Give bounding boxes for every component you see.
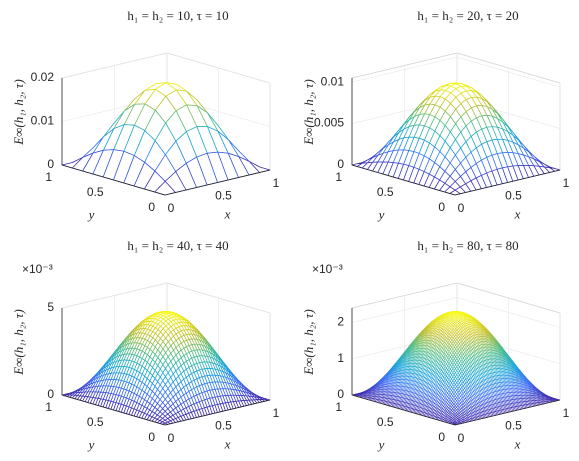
y-tick-label: 0.5 [377, 185, 394, 199]
chart-title: h₁ = h₂ = 20, τ = 20 [417, 8, 518, 23]
z-tick-label: 0.01 [321, 74, 345, 88]
x-tick-label: 1 [273, 406, 280, 420]
y-axis-label: y [87, 437, 95, 452]
x-tick-label: 0 [458, 431, 465, 445]
z-tick-label: 0.01 [31, 114, 55, 128]
y-tick-label: 0.5 [87, 415, 104, 429]
x-axis-label: x [514, 206, 521, 221]
z-axis-label: E∞(h₁, h₂, τ) [11, 79, 26, 146]
chart-title: h₁ = h₂ = 10, τ = 10 [127, 8, 228, 23]
exponent-label: ×10⁻³ [22, 262, 53, 276]
x-tick-label: 1 [563, 176, 570, 190]
x-axis-label: x [224, 206, 231, 221]
z-tick-label: 0 [337, 157, 344, 171]
y-axis-label: y [377, 207, 385, 222]
z-tick-label: 0 [47, 387, 54, 401]
x-axis [164, 169, 271, 196]
x-tick-label: 0 [168, 201, 175, 215]
chart-title: h₁ = h₂ = 40, τ = 40 [127, 238, 228, 253]
x-axis-label: x [224, 436, 231, 451]
y-tick-label: 0 [148, 200, 155, 214]
x-tick-label: 1 [563, 406, 570, 420]
y-tick-label: 1 [335, 400, 342, 414]
x-tick-label: 0.5 [215, 189, 232, 203]
x-tick-label: 0 [168, 431, 175, 445]
y-axis-label: y [87, 207, 95, 222]
z-tick-label: 0 [337, 387, 344, 401]
y-tick-label: 0.5 [377, 415, 394, 429]
y-axis [351, 164, 456, 196]
x-tick-label: 0.5 [505, 189, 522, 203]
x-tick-label: 0 [458, 201, 465, 215]
y-tick-label: 0 [438, 430, 445, 444]
z-tick-label: 1 [337, 351, 344, 365]
y-tick-label: 1 [45, 170, 52, 184]
y-tick-label: 1 [335, 170, 342, 184]
z-tick-label: 0.005 [314, 116, 344, 130]
z-tick-label: 5 [47, 300, 54, 314]
z-tick-label: 0.02 [31, 70, 55, 84]
y-axis [61, 164, 166, 196]
x-tick-label: 0.5 [215, 419, 232, 433]
x-tick-label: 1 [273, 176, 280, 190]
z-axis-label: E∞(h₁, h₂, τ) [11, 309, 26, 376]
z-axis-label: E∞(h₁, h₂, τ) [301, 79, 316, 146]
y-tick-label: 0.5 [87, 185, 104, 199]
z-tick-label: 0 [47, 157, 54, 171]
z-tick-label: 2 [337, 315, 344, 329]
x-tick-label: 0.5 [505, 419, 522, 433]
x-axis [454, 169, 561, 196]
y-tick-label: 0 [438, 200, 445, 214]
y-tick-label: 1 [45, 400, 52, 414]
y-tick-label: 0 [148, 430, 155, 444]
